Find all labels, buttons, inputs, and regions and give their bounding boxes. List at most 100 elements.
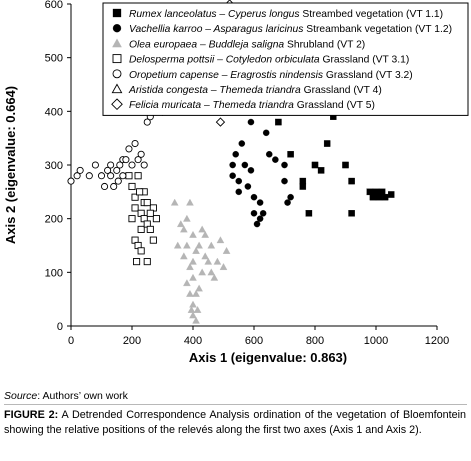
data-point [113,166,121,174]
data-point [192,246,200,254]
data-point [180,225,188,233]
y-tick-label: 600 [45,0,63,11]
data-point [137,225,145,233]
data-point [170,198,179,206]
data-point [128,182,136,191]
y-tick-label: 0 [57,321,63,333]
data-point [193,306,202,313]
data-point [133,258,141,266]
legend-marker [112,54,122,64]
y-tick-label: 300 [45,160,63,172]
x-tick-label: 400 [184,335,202,347]
data-point [204,257,213,265]
data-point [137,247,145,255]
data-point [281,161,288,169]
data-point [128,161,136,169]
legend-entry-type: Grassland (VT 4) [301,85,382,96]
data-point [189,257,197,265]
source-label: Source [4,390,38,402]
data-point [348,177,355,185]
data-point [173,241,182,249]
data-point [146,209,154,217]
data-point [104,166,112,174]
data-point [116,161,124,169]
caption-label: FIGURE 2: [4,409,59,421]
data-point [183,279,191,287]
data-point [244,183,252,190]
legend-entry-type: Streambed vegetation (VT 1.1) [300,9,443,20]
data-point [317,167,325,174]
data-point [143,118,151,126]
legend: Rumex lanceolatus – Cyperus longus Strea… [102,2,469,116]
data-point [216,236,225,244]
data-point [195,241,203,249]
data-point [143,258,151,266]
data-point [229,172,236,179]
data-point [250,193,258,201]
legend-entry-type: Grassland (VT 3.2) [323,70,413,81]
data-point [131,139,139,148]
source-line: Source: Authors’ own work [4,390,128,402]
source-text: : Authors’ own work [37,390,128,402]
data-point [192,316,200,324]
data-point [272,156,279,163]
data-point [176,220,185,228]
legend-entry-species: Rumex lanceolatus – Cyperus longus [129,9,300,20]
legend-entry: Olea europaea – Buddleja saligna Shrubla… [129,39,365,50]
data-point [262,129,270,137]
data-point [186,289,194,297]
data-point [387,191,395,198]
data-point [73,172,81,180]
data-point [97,172,106,180]
data-point [213,257,222,265]
data-point [131,193,139,201]
data-point [110,182,118,191]
data-point [152,215,160,223]
data-point [128,215,136,223]
data-point [187,306,196,313]
x-tick-label: 1200 [425,335,449,347]
data-point [284,199,291,206]
data-point [259,210,267,217]
data-point [125,145,133,153]
data-point [253,220,261,228]
data-point [198,268,206,276]
data-point [180,252,188,260]
data-point [146,225,154,233]
data-point [256,215,264,222]
legend-marker [112,24,122,33]
data-point [232,151,239,158]
data-point [136,188,144,196]
data-point [247,167,255,174]
data-point [107,172,115,180]
y-tick-label: 400 [45,106,63,118]
data-point [229,161,236,169]
legend-entry: Vachellia karroo – Asparagus laricinus S… [129,24,452,35]
data-point [189,273,197,281]
x-tick-label: 0 [68,335,74,347]
data-point [201,230,210,238]
legend-entry-species: Felicia muricata – Themeda triandra [129,100,294,111]
x-tick-label: 600 [245,335,263,347]
legend-marker [112,38,122,48]
data-point [143,199,151,207]
data-point [76,166,84,174]
data-point [134,156,142,164]
x-tick-label: 200 [123,335,141,347]
legend-entry-species: Olea europaea – Buddleja saligna [129,39,284,50]
divider [4,404,467,405]
data-point [235,188,242,196]
data-point [348,210,355,217]
data-point [235,177,242,185]
data-point [91,161,99,169]
series-3 [170,198,231,324]
x-tick-label: 1000 [364,335,388,347]
data-point [189,311,197,319]
y-tick-label: 100 [45,267,63,279]
data-point [189,230,197,238]
legend-entry-species: Vachellia karroo – Asparagus laricinus [129,24,303,35]
data-point [131,204,139,212]
legend-entry: Rumex lanceolatus – Cyperus longus Strea… [129,9,443,20]
legend-entry-type: Shrubland (VT 2) [284,39,365,50]
